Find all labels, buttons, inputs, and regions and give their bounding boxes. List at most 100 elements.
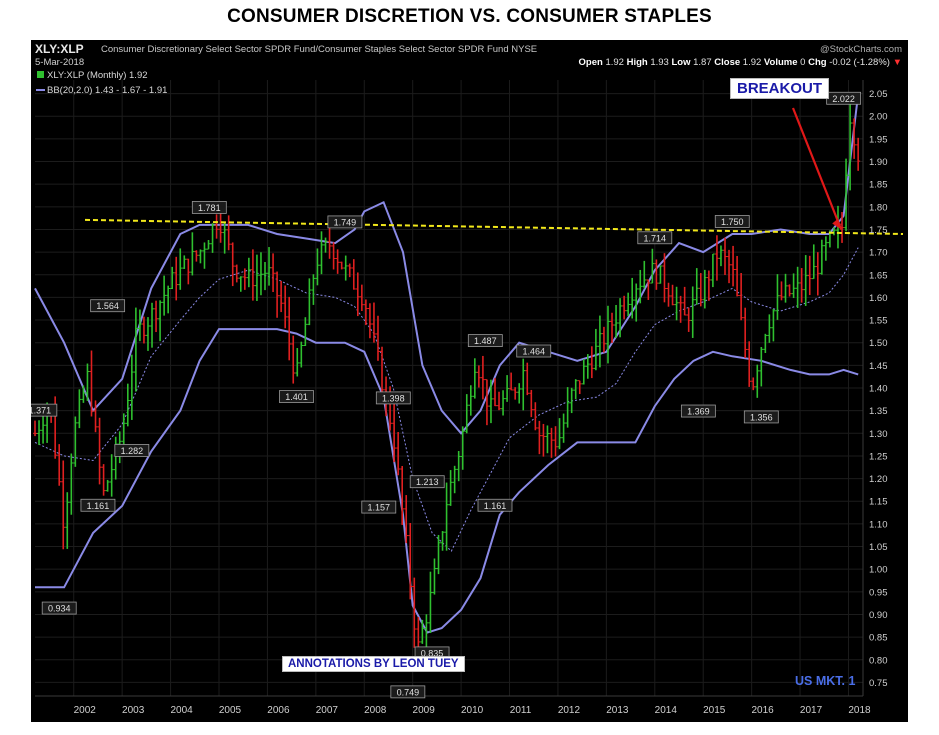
volume-value: 0 [800,57,806,68]
bollinger-bands [34,93,860,634]
y-tick-label: 1.25 [869,451,888,462]
chart-credit: @StockCharts.com [820,44,902,55]
y-tick-label: 0.75 [869,678,888,689]
point-label: 1.161 [87,501,110,511]
point-label-box [41,601,77,615]
y-tick-label: 1.95 [869,134,888,145]
low-value: 1.87 [693,57,712,68]
point-label: 1.464 [522,347,545,357]
bollinger-lower-band [35,328,859,634]
point-label-box [361,500,397,514]
point-label-box [467,334,503,347]
ticker-description: Consumer Discretionary Select Sector SPD… [101,44,538,55]
x-tick-label: 2008 [364,705,387,716]
point-label-box [477,498,513,512]
price-chart: 1.371 0.934 1.564 1.161 1.282 1.781 1.401 1.749… [31,70,904,716]
point-label: 1.371 [31,406,51,416]
y-tick-label: 1.65 [869,270,888,281]
breakout-arrow [791,107,843,230]
y-tick-label: 1.75 [869,225,888,236]
point-label: 1.714 [644,233,667,243]
point-label: 0.749 [397,687,420,697]
point-label: 1.401 [285,392,308,402]
y-tick-label: 1.70 [869,248,888,259]
x-tick-label: 2011 [510,705,532,716]
bollinger-middle-band [34,247,859,552]
point-label-box [90,299,126,313]
x-tick-label: 2006 [267,705,290,716]
point-label: 1.157 [368,503,391,513]
y-tick-label: 1.45 [869,361,888,372]
chg-label: Chg [808,57,827,68]
point-label-box [375,391,411,405]
page-title: CONSUMER DISCRETION VS. CONSUMER STAPLES [227,6,712,27]
y-tick-label: 1.50 [869,338,888,349]
grid-lines [35,80,864,697]
x-tick-label: 2010 [461,705,484,716]
point-label: 1.750 [721,217,744,227]
open-value: 1.92 [605,57,624,68]
x-tick-label: 2018 [848,705,871,716]
y-tick-label: 0.95 [869,587,888,598]
point-label: 1.213 [416,477,439,487]
x-tick-label: 2016 [752,705,775,716]
down-arrow-icon: ▼ [892,57,902,68]
resistance-dashed-line [84,218,904,235]
chart-date: 5-Mar-2018 [35,57,85,68]
breakout-arrow-head [832,218,842,230]
legend-main-label: XLY:XLP (Monthly) 1.92 [47,70,148,81]
y-tick-label: 1.55 [869,316,888,327]
x-tick-label: 2007 [316,705,339,716]
legend-swatch-main [37,71,44,78]
x-tick-label: 2015 [703,705,726,716]
point-label-box [80,498,116,512]
point-label-box [409,475,445,489]
x-tick-label: 2013 [606,705,629,716]
x-tick-label: 2014 [655,705,678,716]
x-tick-label: 2002 [74,705,97,716]
close-value: 1.92 [742,57,762,68]
bollinger-upper-band [34,93,860,435]
point-label: 0.835 [421,648,444,658]
point-label-box [327,215,363,229]
y-tick-label: 0.85 [869,633,888,644]
point-label-box [516,344,552,358]
point-label: 0.934 [48,604,71,614]
high-label: High [626,57,648,68]
y-tick-label: 1.15 [869,497,888,508]
point-label-box [743,410,779,424]
y-tick-label: 1.85 [869,180,888,191]
y-tick-label: 2.00 [869,112,888,123]
y-tick-label: 1.90 [869,157,888,168]
point-label: 1.161 [484,501,507,511]
ticker-symbol: XLY:XLP [35,42,84,56]
close-label: Close [714,57,741,68]
high-value: 1.93 [650,57,669,68]
price-bars [33,104,861,654]
y-tick-label: 1.20 [869,474,888,485]
y-tick-label: 2.05 [869,89,888,100]
y-tick-label: 1.05 [869,542,888,553]
chart-panel: 1.371 0.934 1.564 1.161 1.282 1.781 1.401 1.749… [31,40,908,722]
point-label-box [637,231,673,245]
point-label: 1.487 [474,336,497,346]
x-tick-label: 2005 [219,705,242,716]
ohlc-readout: Open 1.92 High 1.93 Low 1.87 Close 1.92 … [579,57,902,68]
point-label: 1.398 [382,393,405,403]
point-label-box [390,685,426,699]
y-tick-label: 0.90 [869,610,888,621]
x-tick-label: 2009 [413,705,436,716]
breakout-arrow-shaft [791,107,843,230]
y-tick-label: 0.80 [869,655,888,666]
point-label-box [191,201,227,214]
breakout-annotation: BREAKOUT [730,78,829,99]
point-label-box [279,390,314,403]
point-label: 1.749 [334,217,357,227]
low-label: Low [671,57,691,68]
point-label: 1.282 [121,446,144,456]
point-label: 2.022 [832,94,855,104]
annotation-credit: ANNOTATIONS BY LEON TUEY [282,656,465,672]
x-tick-label: 2003 [122,705,145,716]
y-tick-label: 1.10 [869,519,888,530]
point-label-box [714,215,750,228]
